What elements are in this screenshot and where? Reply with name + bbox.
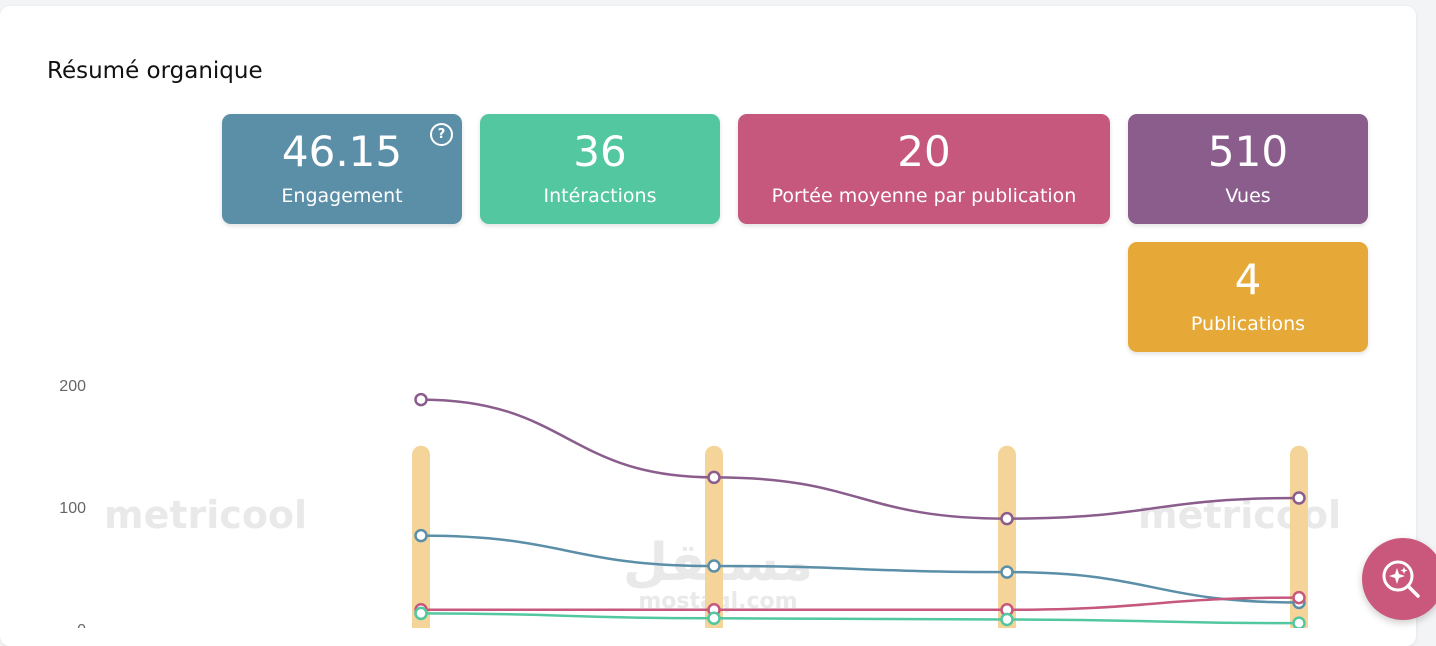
series-line: [421, 596, 1300, 612]
kpi-posts-label: Publications: [1190, 313, 1306, 335]
data-point: [414, 392, 428, 407]
data-point: [707, 470, 721, 485]
series-line: [420, 612, 1300, 625]
kpi-reach-label: Portée moyenne par publication: [771, 185, 1077, 207]
data-point: [414, 606, 428, 621]
kpi-views[interactable]: 510 Vues: [1128, 114, 1368, 224]
watermark-metricool-left: metricool: [104, 493, 307, 537]
data-point: [707, 559, 721, 573]
search-sparkle-button[interactable]: [1362, 538, 1436, 620]
organic-line-chart: metricool metricool مستقل mostaql.com 20…: [59, 378, 1341, 628]
kpi-posts[interactable]: 4 Publications: [1128, 242, 1368, 352]
kpi-engagement[interactable]: 46.15 Engagement ?: [222, 114, 462, 224]
data-point: [414, 528, 428, 543]
search-sparkle-icon: [1382, 560, 1420, 598]
y-tick-label: 200: [59, 378, 86, 395]
page-title: Résumé organique: [47, 58, 263, 84]
data-point: [1000, 511, 1014, 526]
kpi-reach[interactable]: 20 Portée moyenne par publication: [738, 114, 1110, 224]
help-icon[interactable]: ?: [430, 123, 453, 146]
bar-series: [412, 445, 1308, 628]
data-point: [1000, 565, 1014, 579]
post-bar: [1290, 445, 1308, 628]
point-series: [414, 392, 1306, 628]
kpi-reach-value: 20: [897, 127, 951, 176]
series-line: [420, 534, 1300, 604]
y-tick-label: 0: [77, 622, 86, 628]
kpi-views-label: Vues: [1225, 185, 1271, 207]
data-point: [1292, 590, 1306, 605]
kpi-posts-value: 4: [1234, 255, 1262, 304]
post-bar: [705, 445, 723, 628]
y-axis: 200 100 0: [59, 378, 86, 628]
kpi-interactions-value: 36: [573, 127, 627, 176]
kpi-interactions[interactable]: 36 Intéractions: [480, 114, 720, 224]
post-bar: [998, 445, 1016, 628]
data-point: [1292, 616, 1306, 628]
y-tick-label: 100: [59, 500, 86, 517]
kpi-engagement-label: Engagement: [281, 185, 403, 207]
data-point: [1000, 612, 1014, 627]
kpi-interactions-label: Intéractions: [543, 185, 657, 207]
data-point: [1292, 491, 1306, 505]
data-point: [707, 611, 721, 626]
kpi-views-value: 510: [1207, 127, 1289, 176]
kpi-engagement-value: 46.15: [281, 127, 403, 176]
line-series: [420, 398, 1300, 625]
series-line: [420, 398, 1300, 520]
